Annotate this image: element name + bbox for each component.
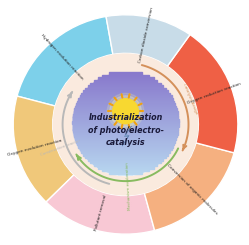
Text: Carbon dioxide conversion: Carbon dioxide conversion: [138, 7, 154, 63]
Bar: [73, 111, 178, 114]
Text: Conversion of organic molecules: Conversion of organic molecules: [166, 163, 218, 215]
Bar: [94, 163, 157, 166]
Bar: [109, 72, 142, 75]
Bar: [94, 80, 157, 83]
Polygon shape: [122, 126, 131, 146]
Bar: [76, 140, 175, 143]
Bar: [85, 155, 166, 158]
Bar: [109, 171, 142, 174]
Bar: [102, 168, 149, 171]
Bar: [81, 93, 170, 96]
Text: Oxygen reduction reaction: Oxygen reduction reaction: [186, 82, 241, 105]
Bar: [74, 134, 177, 137]
Text: Industrialization
of photo/electro-
catalysis: Industrialization of photo/electro- cata…: [88, 113, 164, 147]
Circle shape: [107, 93, 144, 129]
Bar: [85, 88, 166, 91]
Text: Catalysis design: Catalysis design: [182, 83, 198, 115]
Bar: [90, 160, 161, 163]
Bar: [98, 165, 154, 169]
Bar: [83, 152, 168, 156]
Bar: [74, 109, 177, 111]
Bar: [73, 132, 178, 135]
Bar: [78, 145, 173, 148]
Wedge shape: [106, 15, 190, 66]
Bar: [75, 137, 176, 140]
Wedge shape: [144, 143, 234, 230]
Text: Construction reactor: Construction reactor: [40, 138, 81, 157]
Bar: [98, 77, 154, 80]
Circle shape: [110, 96, 141, 127]
Bar: [102, 75, 149, 78]
Wedge shape: [17, 16, 113, 106]
Bar: [76, 103, 175, 106]
Bar: [77, 142, 174, 145]
Wedge shape: [46, 175, 155, 234]
Bar: [77, 101, 174, 104]
Wedge shape: [53, 53, 198, 196]
Bar: [78, 98, 173, 101]
Bar: [72, 119, 179, 122]
Bar: [73, 129, 178, 132]
Text: Hydrogen evolution reaction: Hydrogen evolution reaction: [40, 33, 84, 81]
Wedge shape: [13, 96, 74, 202]
Circle shape: [113, 99, 138, 124]
Text: Oxygen evolution reaction: Oxygen evolution reaction: [7, 139, 63, 157]
Bar: [75, 106, 176, 109]
Bar: [90, 83, 161, 86]
Bar: [81, 150, 170, 153]
Bar: [73, 127, 178, 130]
Wedge shape: [167, 35, 238, 153]
Bar: [73, 114, 178, 117]
Bar: [88, 158, 163, 161]
Bar: [88, 85, 163, 88]
Bar: [72, 124, 179, 127]
Bar: [72, 121, 179, 124]
Bar: [80, 147, 172, 150]
Text: Mechanism exploration: Mechanism exploration: [125, 162, 132, 210]
Bar: [73, 116, 178, 119]
Text: Pollutant removal: Pollutant removal: [95, 195, 108, 232]
Bar: [83, 90, 168, 93]
Bar: [80, 96, 172, 98]
